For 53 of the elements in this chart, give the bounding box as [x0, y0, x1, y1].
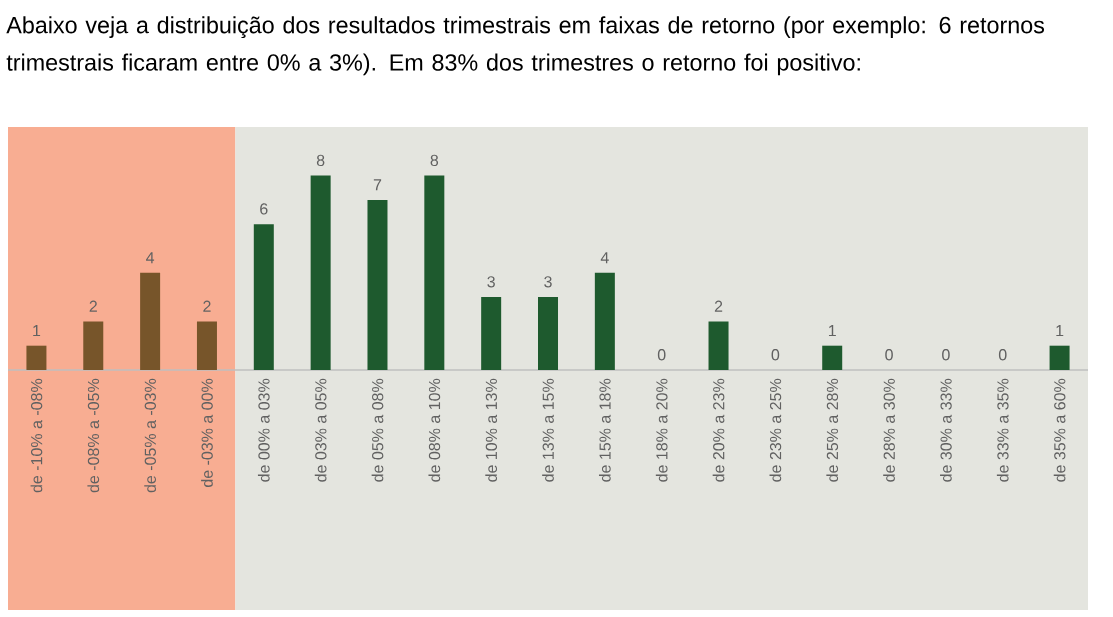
- data-label: 0: [771, 349, 780, 361]
- x-tick-label: de 00% a 03%: [257, 378, 270, 482]
- data-label: 7: [373, 179, 382, 191]
- data-label: 4: [146, 252, 155, 264]
- data-label: 0: [998, 349, 1007, 361]
- data-label: 0: [657, 349, 666, 361]
- data-label: 3: [544, 276, 552, 288]
- data-label: 2: [89, 300, 97, 312]
- x-tick-label: de 13% a 15%: [542, 378, 554, 482]
- x-tick-label: de 08% a 10%: [428, 378, 441, 482]
- x-tick-label: de 20% a 23%: [712, 378, 725, 482]
- x-tick-label: de 23% a 25%: [769, 378, 782, 482]
- x-tick-label: de -05% a -03%: [144, 378, 156, 493]
- bar: [253, 224, 274, 370]
- bar: [708, 321, 729, 370]
- chart-title: Abaixo veja a distribuição dos resultados trimestrais em faixas de retorno (por exemplo: 6 retornos trimestrais ficaram entre 0% a 3%). Em 83% dos trimestres o retorno foi positivo:: [6, 16, 1045, 76]
- bar: [1049, 345, 1070, 370]
- x-tick-label: de -10% a -08%: [30, 378, 43, 493]
- bar: [594, 272, 615, 370]
- data-label: 1: [1056, 325, 1064, 337]
- x-tick-label: de 30% a 33%: [940, 378, 952, 482]
- data-label: 0: [942, 349, 950, 361]
- bar: [26, 345, 47, 370]
- data-label: 1: [828, 325, 836, 337]
- bar: [424, 175, 445, 370]
- bar: [822, 345, 843, 370]
- bar: [367, 199, 388, 370]
- x-tick-label: de -08% a -05%: [87, 378, 100, 493]
- x-tick-label: de 15% a 18%: [598, 378, 611, 482]
- data-label: 6: [260, 203, 268, 215]
- data-label: 0: [885, 349, 893, 361]
- bar: [140, 272, 161, 370]
- x-tick-label: de 35% a 60%: [1053, 378, 1066, 482]
- data-label: 8: [430, 154, 439, 166]
- bar: [83, 321, 104, 370]
- data-label: 1: [33, 325, 41, 337]
- x-tick-label: de -03% a 00%: [201, 378, 213, 487]
- x-tick-label: de 18% a 20%: [655, 378, 668, 482]
- bar: [310, 175, 331, 370]
- bar: [196, 321, 217, 370]
- bar: [481, 297, 502, 370]
- data-label: 2: [714, 300, 723, 312]
- x-tick-label: de 10% a 13%: [485, 378, 498, 482]
- data-label: 3: [487, 276, 495, 288]
- bar: [538, 297, 559, 370]
- data-label: 2: [203, 300, 211, 312]
- data-label: 8: [316, 154, 325, 166]
- x-tick-label: de 03% a 05%: [314, 378, 327, 482]
- x-tick-label: de 28% a 30%: [883, 378, 895, 482]
- x-tick-label: de 33% a 35%: [996, 378, 1009, 482]
- data-label: 4: [600, 252, 609, 264]
- x-tick-label: de 05% a 08%: [371, 378, 384, 482]
- x-tick-label: de 25% a 28%: [826, 378, 839, 482]
